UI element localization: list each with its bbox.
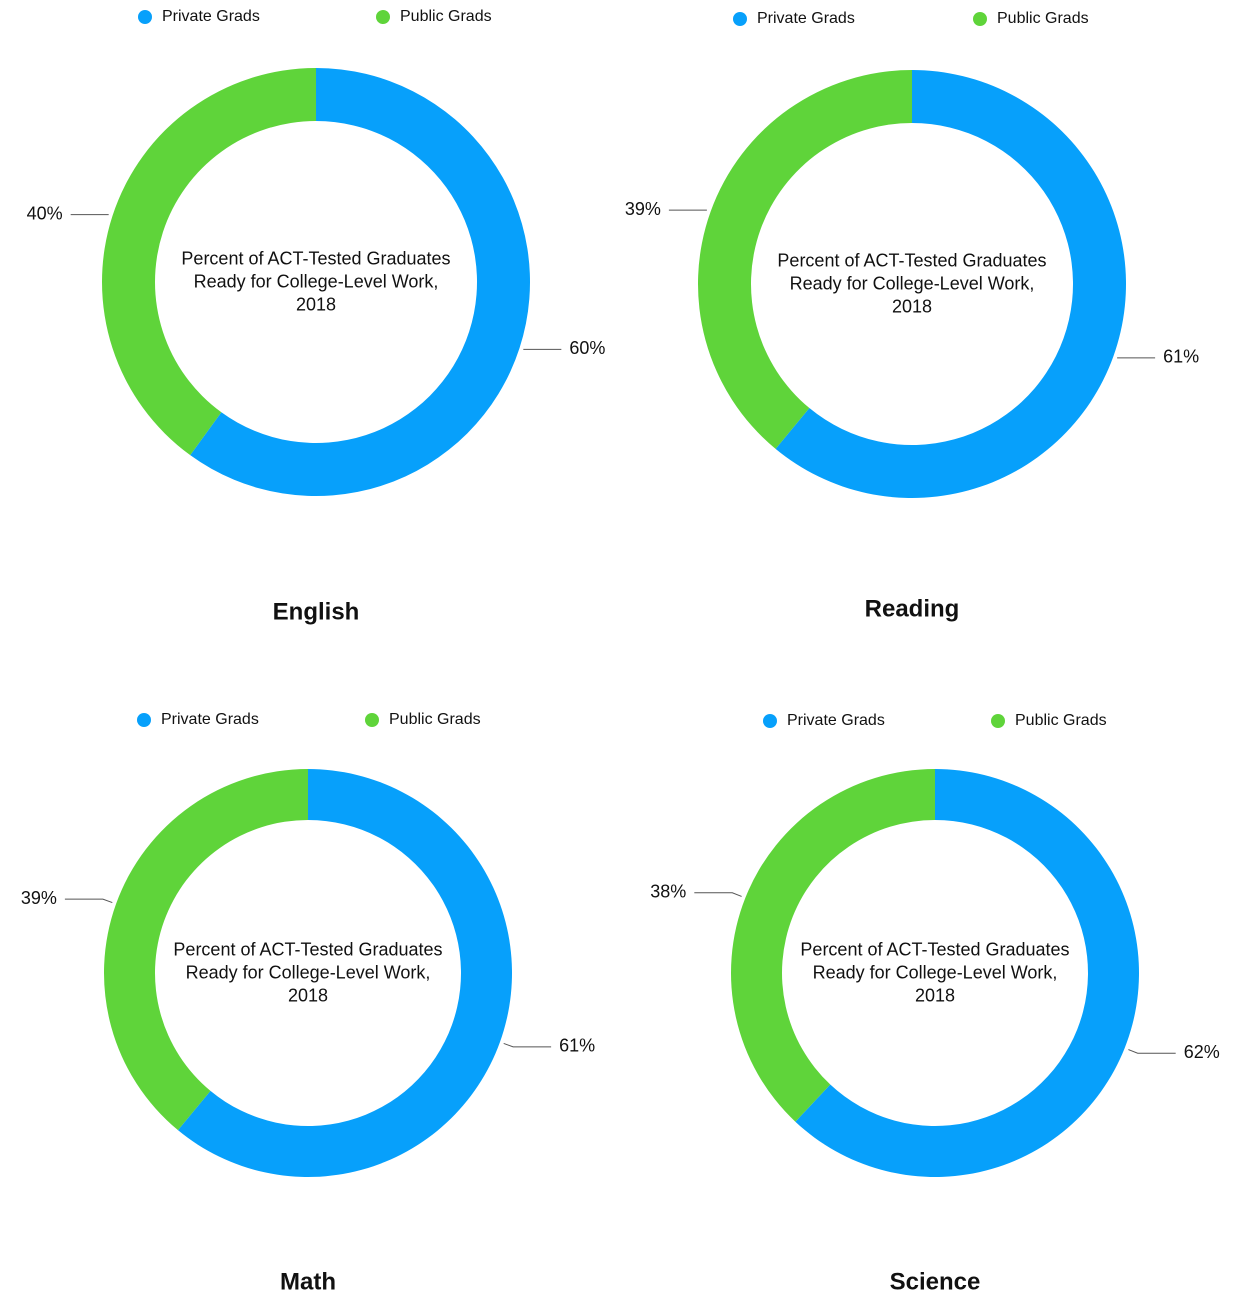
legend-text: Public Grads	[389, 711, 481, 728]
legend-swatch	[376, 10, 390, 24]
leader-line	[1128, 1049, 1176, 1054]
legend-swatch	[365, 713, 379, 727]
center-text: Percent of ACT-Tested Graduates Ready fo…	[173, 939, 443, 1006]
legend-swatch	[733, 12, 747, 26]
value-label: 62%	[1184, 1042, 1220, 1062]
donut-slice	[731, 769, 935, 1122]
leader-line	[694, 892, 742, 897]
value-label: 61%	[1163, 347, 1199, 367]
legend-swatch	[138, 10, 152, 24]
chart-title: Math	[280, 1268, 336, 1295]
legend-text: Public Grads	[400, 8, 492, 25]
center-text: Percent of ACT-Tested Graduates Ready fo…	[800, 939, 1070, 1006]
center-text: Percent of ACT-Tested Graduates Ready fo…	[181, 248, 451, 315]
value-label: 39%	[21, 888, 57, 908]
donut-slice	[698, 70, 912, 449]
donut-slice	[102, 68, 316, 456]
chart-title: English	[273, 598, 360, 625]
legend-text: Private Grads	[757, 10, 855, 27]
legend-swatch	[137, 713, 151, 727]
donut-slice	[775, 70, 1126, 498]
donut-slice	[190, 68, 531, 497]
legend-text: Private Grads	[161, 711, 259, 728]
legend-text: Private Grads	[787, 712, 885, 729]
donut-slice	[177, 769, 513, 1177]
legend-swatch	[763, 714, 777, 728]
legend-swatch	[973, 12, 987, 26]
leader-line	[64, 898, 113, 904]
value-label: 39%	[625, 199, 661, 219]
value-label: 38%	[650, 881, 686, 901]
value-label: 40%	[27, 203, 63, 223]
donut-slice	[104, 769, 309, 1131]
legend-text: Private Grads	[162, 8, 260, 25]
value-label: 61%	[559, 1036, 595, 1056]
chart-title: Reading	[865, 595, 960, 622]
donut-slice	[795, 769, 1140, 1177]
chart-title: Science	[890, 1268, 981, 1295]
leader-line	[503, 1042, 552, 1048]
center-text: Percent of ACT-Tested Graduates Ready fo…	[777, 250, 1047, 317]
legend-text: Public Grads	[997, 10, 1089, 27]
legend-swatch	[991, 714, 1005, 728]
legend-text: Public Grads	[1015, 712, 1107, 729]
value-label: 60%	[569, 338, 605, 358]
